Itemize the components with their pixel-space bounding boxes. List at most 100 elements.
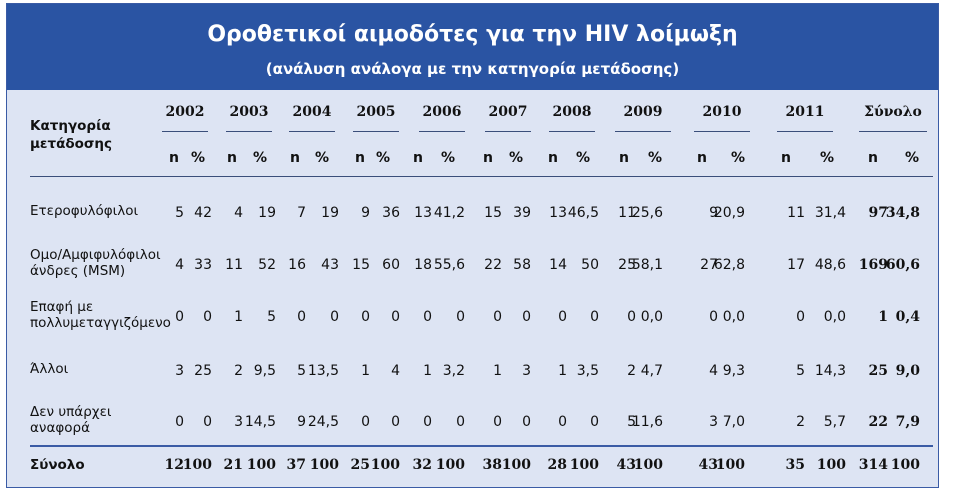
pct-subheader: %: [730, 150, 746, 166]
pct-subheader: %: [904, 150, 920, 166]
cell-n: 0: [558, 309, 567, 325]
n-subheader: n: [868, 150, 878, 166]
cell-pct: 0: [456, 414, 465, 430]
cell-n: 0: [423, 414, 432, 430]
cell-pct: 43: [321, 257, 339, 273]
cell-total-n: 169: [858, 257, 888, 273]
row-label: Επαφή με: [30, 299, 94, 315]
cell-n: 1: [361, 363, 370, 379]
cell-pct: 62,8: [713, 257, 745, 273]
pct-subheader: %: [575, 150, 591, 166]
cell-pct: 0: [330, 309, 339, 325]
total-cell-pct: 100: [715, 457, 745, 473]
cell-n: 3: [234, 414, 243, 430]
cell-n: 5: [796, 363, 805, 379]
cell-pct: 25,6: [631, 205, 663, 221]
cell-pct: 0: [522, 414, 531, 430]
cell-n: 0: [361, 414, 370, 430]
total-row-label: Σύνολο: [30, 457, 85, 473]
pct-subheader: %: [647, 150, 663, 166]
row-label: Άλλοι: [30, 361, 69, 377]
cell-n: 3: [175, 363, 184, 379]
cell-pct: 4,7: [640, 363, 663, 379]
cell-pct: 19: [258, 205, 276, 221]
cell-n: 0: [175, 309, 184, 325]
total-cell-n: 25: [350, 457, 370, 473]
cell-pct: 11,6: [631, 414, 663, 430]
cell-pct: 25: [194, 363, 212, 379]
pct-subheader: %: [375, 150, 391, 166]
cell-n: 25: [618, 257, 636, 273]
year-underline: [162, 131, 208, 132]
cell-pct: 5: [267, 309, 276, 325]
year-header: 2009: [623, 104, 663, 120]
cell-n: 1: [558, 363, 567, 379]
cell-pct: 9,5: [253, 363, 276, 379]
total-cell-pct: 100: [435, 457, 465, 473]
year-underline: [485, 131, 531, 132]
total-cell-n: 43: [616, 457, 636, 473]
year-underline: [419, 131, 465, 132]
cell-pct: 0: [203, 414, 212, 430]
cell-n: 14: [549, 257, 567, 273]
cell-pct: 39: [513, 205, 531, 221]
table-subtitle: (ανάλυση ανάλογα με την κατηγορία μετάδο…: [265, 60, 680, 78]
cell-pct: 24,5: [307, 414, 339, 430]
cell-total-pct: 60,6: [885, 257, 920, 273]
cell-n: 2: [234, 363, 243, 379]
table-header-banner: Οροθετικοί αιμοδότες για την HIV λοίμωξη…: [7, 4, 938, 90]
cell-pct: 55,6: [433, 257, 465, 273]
cell-n: 0: [796, 309, 805, 325]
cell-pct: 60: [382, 257, 400, 273]
cell-pct: 46,5: [567, 205, 599, 221]
cell-total-pct: 7,9: [895, 414, 920, 430]
row-label: Δεν υπάρχει: [30, 404, 112, 420]
cell-pct: 36: [382, 205, 400, 221]
row-label-line2: άνδρες (MSM): [30, 263, 126, 279]
cell-pct: 0: [391, 414, 400, 430]
cell-pct: 7,0: [722, 414, 745, 430]
total-cell-n: 28: [547, 457, 567, 473]
cell-total-n: 1: [878, 309, 888, 325]
year-underline: [694, 131, 750, 132]
cell-n: 2: [796, 414, 805, 430]
total-cell-pct: 100: [633, 457, 663, 473]
cell-pct: 0: [203, 309, 212, 325]
cell-n: 22: [484, 257, 502, 273]
cell-pct: 14,5: [244, 414, 276, 430]
row-label-line2: αναφορά: [30, 420, 90, 436]
year-header: 2003: [229, 104, 269, 120]
cell-n: 5: [627, 414, 636, 430]
n-subheader: n: [355, 150, 365, 166]
cell-n: 9: [297, 414, 306, 430]
cell-n: 5: [297, 363, 306, 379]
year-header: 2005: [356, 104, 396, 120]
total-cell-n: 43: [698, 457, 718, 473]
year-header: 2011: [785, 104, 825, 120]
cell-n: 7: [297, 205, 306, 221]
cell-total-n: 22: [868, 414, 888, 430]
cell-n: 15: [484, 205, 502, 221]
cell-pct: 50: [581, 257, 599, 273]
cell-n: 1: [234, 309, 243, 325]
cell-n: 4: [709, 363, 718, 379]
grand-total-n: 314: [858, 457, 888, 473]
cell-n: 5: [175, 205, 184, 221]
header-separator: [30, 176, 933, 177]
cell-pct: 5,7: [823, 414, 846, 430]
pct-subheader: %: [440, 150, 456, 166]
cell-n: 13: [549, 205, 567, 221]
year-underline: [226, 131, 272, 132]
total-cell-n: 12: [164, 457, 184, 473]
year-header: 2010: [702, 104, 742, 120]
year-header: 2006: [422, 104, 462, 120]
cell-n: 2: [627, 363, 636, 379]
grand-total-pct: 100: [890, 457, 920, 473]
cell-pct: 13,5: [307, 363, 339, 379]
cell-pct: 3: [522, 363, 531, 379]
n-subheader: n: [697, 150, 707, 166]
total-cell-n: 32: [412, 457, 432, 473]
cell-pct: 52: [258, 257, 276, 273]
cell-pct: 0,0: [640, 309, 663, 325]
cell-n: 0: [297, 309, 306, 325]
